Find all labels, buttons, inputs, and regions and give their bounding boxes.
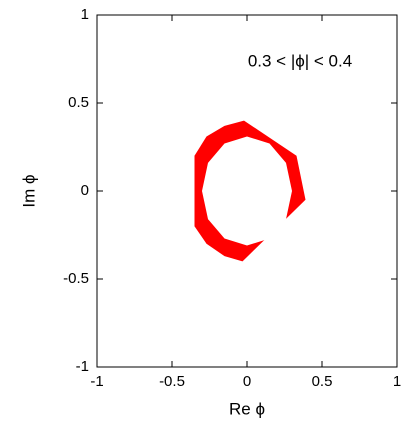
- x-tick-label: -0.5: [159, 373, 185, 390]
- x-tick-label: -1: [90, 373, 103, 390]
- x-axis-label: Re ϕ: [229, 399, 265, 418]
- x-tick-label: 0: [243, 373, 251, 390]
- y-tick-label: -0.5: [63, 270, 89, 287]
- x-tick-label: 1: [393, 373, 401, 390]
- y-tick-label: 1: [81, 6, 89, 23]
- area: [202, 136, 292, 246]
- y-axis-label: Im ϕ: [19, 174, 38, 207]
- y-tick-label: 0: [81, 182, 89, 199]
- x-tick-label: 0.5: [312, 373, 333, 390]
- y-tick-label: -1: [76, 358, 89, 375]
- annotation: 0.3 < |ϕ| < 0.4: [248, 51, 352, 70]
- y-tick-label: 0.5: [68, 94, 89, 111]
